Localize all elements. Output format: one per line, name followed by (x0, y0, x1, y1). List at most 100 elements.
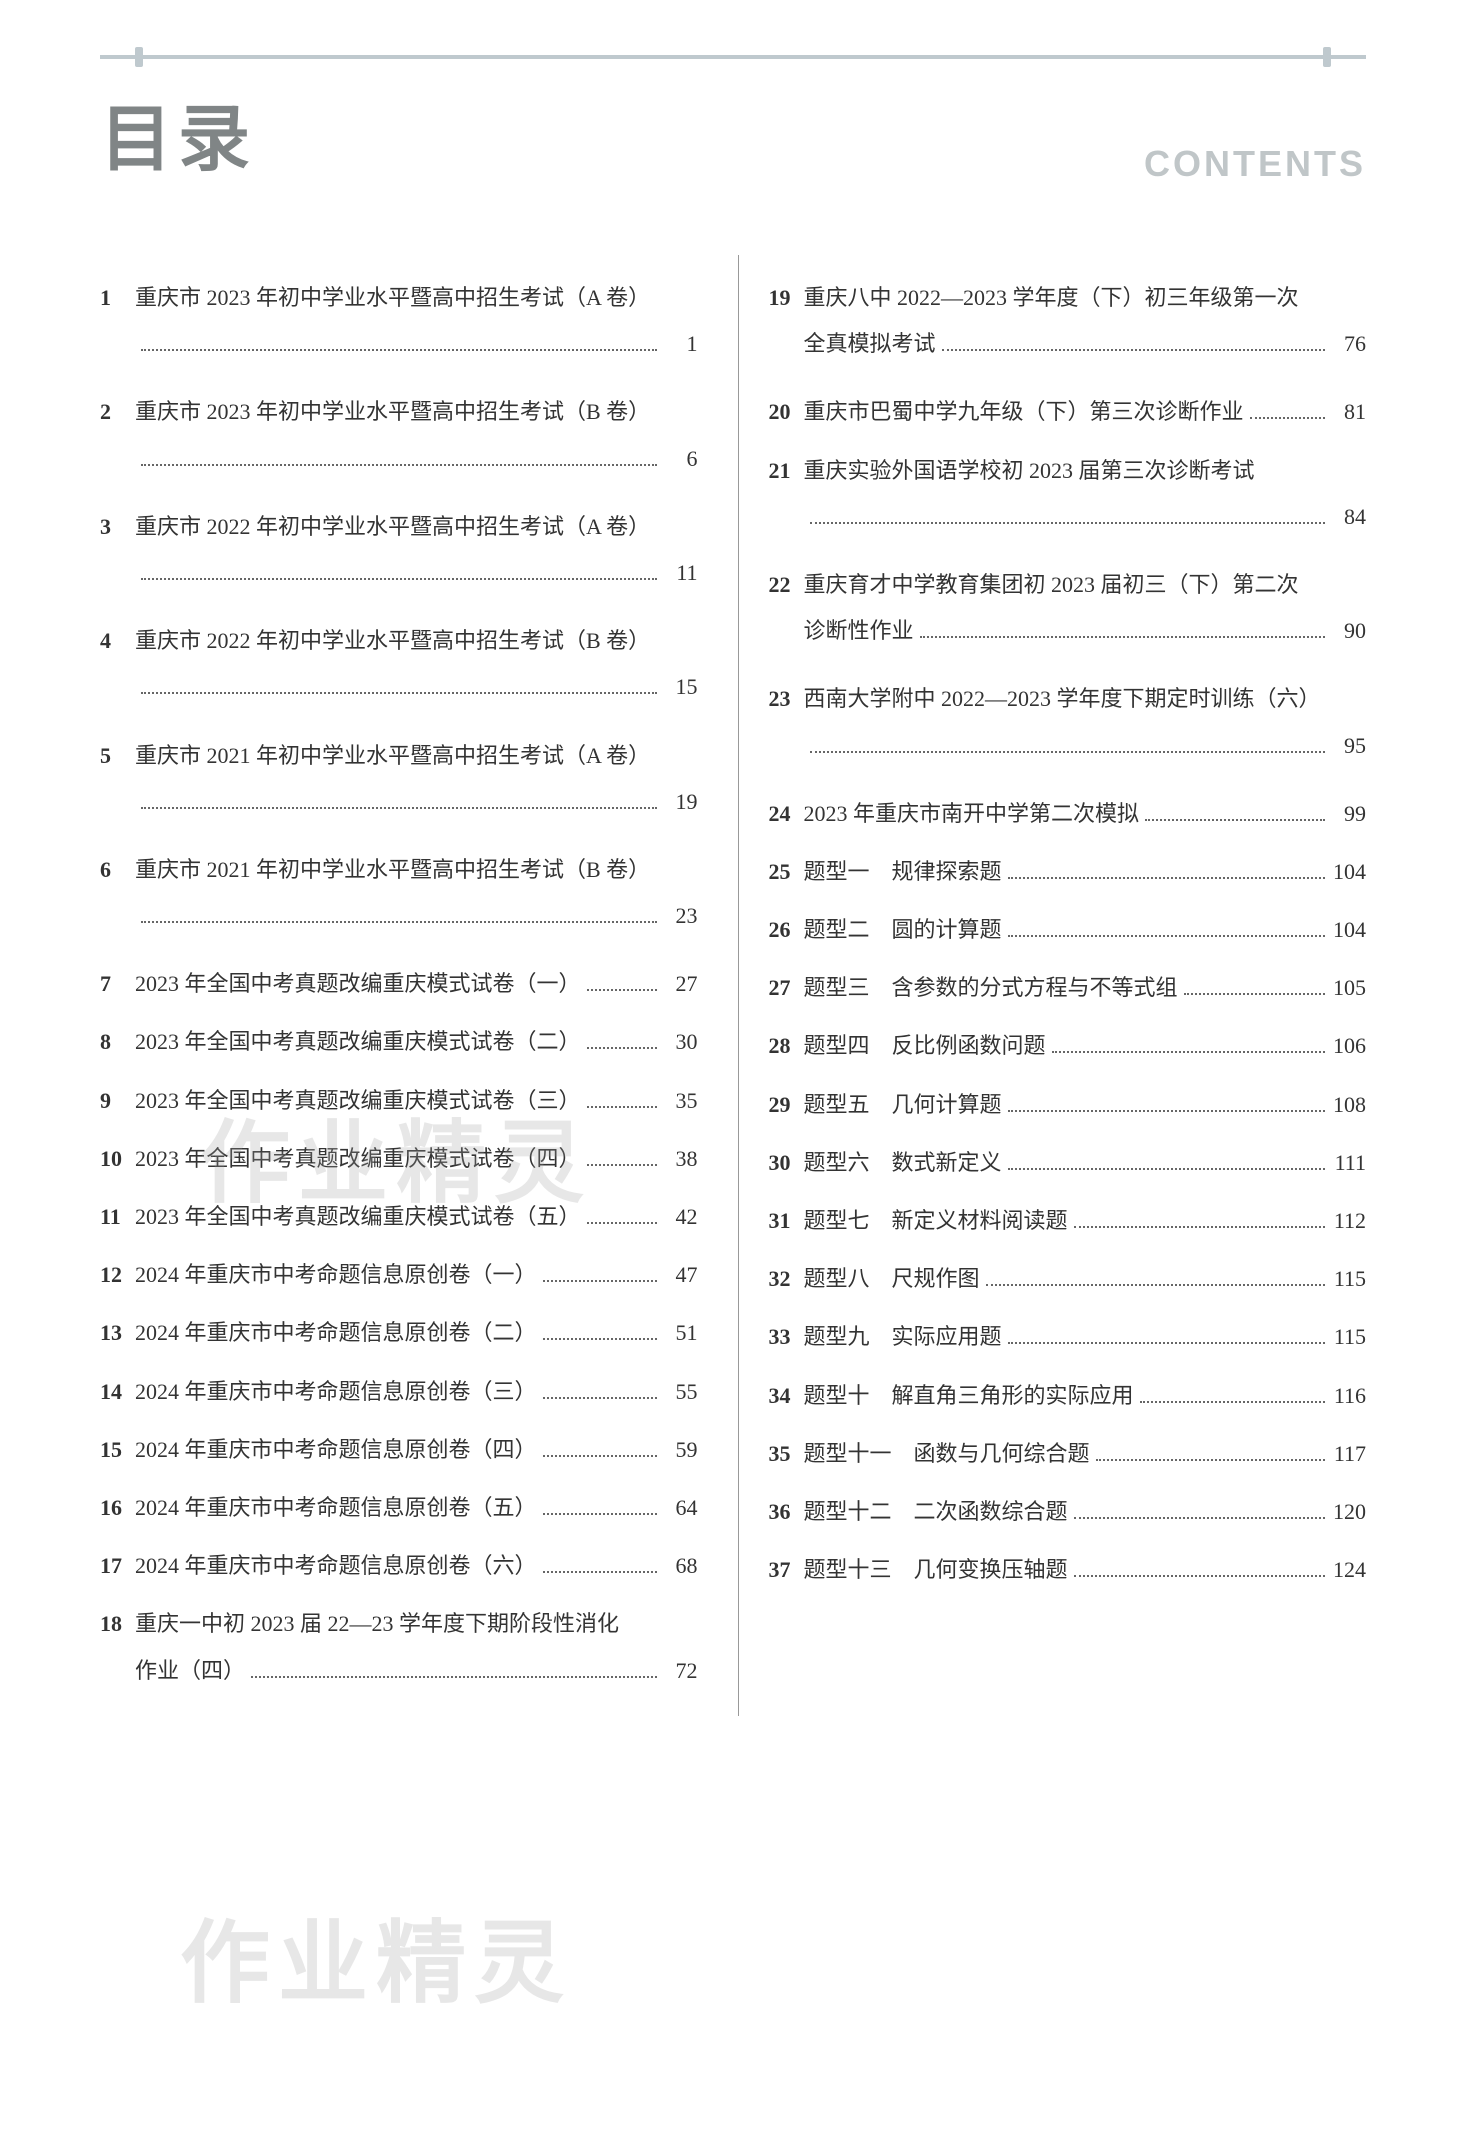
entry-title: 2023 年全国中考真题改编重庆模式试卷（三） (135, 1078, 581, 1124)
entry-title: 题型八 尺规作图 (804, 1256, 980, 1302)
entry-page-number: 55 (663, 1369, 698, 1415)
toc-entry: 6重庆市 2021 年初中学业水平暨高中招生考试（B 卷）23 (100, 847, 698, 939)
entry-body: 题型一 规律探索题 104 (804, 849, 1367, 895)
entry-title: 题型十三 几何变换压轴题 (804, 1547, 1068, 1593)
entry-leader-dots (1008, 935, 1325, 937)
entry-number: 22 (769, 562, 804, 608)
entry-number: 34 (769, 1373, 804, 1419)
entry-leader-dots (543, 1338, 657, 1340)
entry-title: 重庆市 2023 年初中学业水平暨高中招生考试（B 卷） (135, 389, 650, 435)
entry-title-line1: 重庆一中初 2023 届 22—23 学年度下期阶段性消化 (135, 1601, 619, 1647)
toc-entry: 1重庆市 2023 年初中学业水平暨高中招生考试（A 卷）1 (100, 275, 698, 367)
entry-page-number: 1 (663, 321, 698, 367)
entry-number: 4 (100, 618, 135, 664)
entry-leader-dots (543, 1455, 657, 1457)
entry-title: 2024 年重庆市中考命题信息原创卷（一） (135, 1252, 537, 1298)
toc-entry: 36题型十二 二次函数综合题120 (769, 1489, 1367, 1535)
entry-number: 10 (100, 1136, 135, 1182)
entry-number: 8 (100, 1019, 135, 1065)
entry-page-number: 116 (1331, 1373, 1366, 1419)
entry-number: 15 (100, 1427, 135, 1473)
entry-number: 21 (769, 448, 804, 494)
entry-title: 题型三 含参数的分式方程与不等式组 (804, 965, 1178, 1011)
entry-number: 11 (100, 1194, 135, 1240)
entry-page-number: 76 (1331, 321, 1366, 367)
toc-entry: 92023 年全国中考真题改编重庆模式试卷（三）35 (100, 1078, 698, 1124)
entry-leader-dots (1096, 1459, 1325, 1461)
entry-page-number: 104 (1331, 849, 1366, 895)
entry-title-line2: 作业（四） (135, 1648, 245, 1694)
entry-title: 2023 年全国中考真题改编重庆模式试卷（四） (135, 1136, 581, 1182)
entry-leader-dots (141, 578, 657, 580)
entry-number: 9 (100, 1078, 135, 1124)
toc-entry: 33题型九 实际应用题115 (769, 1314, 1367, 1360)
entry-page-number: 115 (1331, 1256, 1366, 1302)
entry-page-number: 19 (663, 779, 698, 825)
entry-title: 题型十二 二次函数综合题 (804, 1489, 1068, 1535)
entry-title: 重庆市 2023 年初中学业水平暨高中招生考试（A 卷） (135, 275, 650, 321)
entry-number: 17 (100, 1543, 135, 1589)
entry-title: 重庆市 2021 年初中学业水平暨高中招生考试（A 卷） (135, 733, 650, 779)
entry-leader-dots (1140, 1401, 1325, 1403)
entry-page-number: 106 (1331, 1023, 1366, 1069)
entry-page-number: 51 (663, 1310, 698, 1356)
entry-body: 2023 年全国中考真题改编重庆模式试卷（三）35 (135, 1078, 698, 1124)
entry-page-number: 68 (663, 1543, 698, 1589)
entry-number: 16 (100, 1485, 135, 1531)
entry-body: 重庆市 2022 年初中学业水平暨高中招生考试（A 卷）11 (135, 504, 698, 596)
entry-body: 题型十一 函数与几何综合题117 (804, 1431, 1367, 1477)
toc-entry: 35题型十一 函数与几何综合题117 (769, 1431, 1367, 1477)
entry-body: 重庆育才中学教育集团初 2023 届初三（下）第二次诊断性作业90 (804, 562, 1367, 654)
entry-number: 27 (769, 965, 804, 1011)
entry-body: 重庆实验外国语学校初 2023 届第三次诊断考试84 (804, 448, 1367, 540)
entry-body: 2023 年全国中考真题改编重庆模式试卷（二）30 (135, 1019, 698, 1065)
entry-title: 2024 年重庆市中考命题信息原创卷（二） (135, 1310, 537, 1356)
entry-leader-dots (1184, 993, 1325, 995)
entry-number: 33 (769, 1314, 804, 1360)
entry-page-number: 23 (663, 893, 698, 939)
entry-number: 30 (769, 1140, 804, 1186)
entry-body: 题型三 含参数的分式方程与不等式组105 (804, 965, 1367, 1011)
entry-body: 重庆一中初 2023 届 22—23 学年度下期阶段性消化作业（四）72 (135, 1601, 698, 1693)
entry-body: 2023 年全国中考真题改编重庆模式试卷（五）42 (135, 1194, 698, 1240)
entry-page-number: 64 (663, 1485, 698, 1531)
entry-number: 26 (769, 907, 804, 953)
entry-number: 32 (769, 1256, 804, 1302)
entry-title: 2024 年重庆市中考命题信息原创卷（五） (135, 1485, 537, 1531)
entry-title: 重庆市巴蜀中学九年级（下）第三次诊断作业 (804, 389, 1244, 435)
entry-body: 题型二 圆的计算题104 (804, 907, 1367, 953)
entry-title: 2024 年重庆市中考命题信息原创卷（六） (135, 1543, 537, 1589)
entry-leader-dots (543, 1571, 657, 1573)
entry-page-number: 108 (1331, 1082, 1366, 1128)
toc-entry: 27题型三 含参数的分式方程与不等式组105 (769, 965, 1367, 1011)
entry-title: 题型一 规律探索题 (804, 849, 1002, 895)
entry-title: 重庆市 2022 年初中学业水平暨高中招生考试（B 卷） (135, 618, 650, 664)
entry-leader-dots (1145, 819, 1325, 821)
entry-body: 2024 年重庆市中考命题信息原创卷（三）55 (135, 1369, 698, 1415)
entry-title: 题型四 反比例函数问题 (804, 1023, 1046, 1069)
entry-number: 7 (100, 961, 135, 1007)
entry-page-number: 115 (1331, 1314, 1366, 1360)
entry-number: 19 (769, 275, 804, 321)
entry-body: 2023 年全国中考真题改编重庆模式试卷（一）27 (135, 961, 698, 1007)
entry-number: 31 (769, 1198, 804, 1244)
entry-leader-dots (1008, 1342, 1325, 1344)
entry-page-number: 6 (663, 436, 698, 482)
entry-leader-dots (141, 807, 657, 809)
entry-leader-dots (942, 349, 1325, 351)
toc-entry: 22重庆育才中学教育集团初 2023 届初三（下）第二次诊断性作业90 (769, 562, 1367, 654)
entry-body: 重庆市 2021 年初中学业水平暨高中招生考试（A 卷） 19 (135, 733, 698, 825)
toc-entry: 19重庆八中 2022—2023 学年度（下）初三年级第一次全真模拟考试76 (769, 275, 1367, 367)
entry-page-number: 47 (663, 1252, 698, 1298)
toc-entry: 242023 年重庆市南开中学第二次模拟99 (769, 791, 1367, 837)
toc-entry: 172024 年重庆市中考命题信息原创卷（六） 68 (100, 1543, 698, 1589)
entry-leader-dots (1250, 417, 1325, 419)
toc-entry: 152024 年重庆市中考命题信息原创卷（四）59 (100, 1427, 698, 1473)
entry-leader-dots (543, 1513, 657, 1515)
entry-leader-dots (251, 1676, 656, 1678)
watermark: 作业精灵 (180, 1890, 572, 2020)
entry-leader-dots (920, 636, 1325, 638)
entry-body: 题型十 解直角三角形的实际应用116 (804, 1373, 1367, 1419)
entry-page-number: 38 (663, 1136, 698, 1182)
toc-entry: 18重庆一中初 2023 届 22—23 学年度下期阶段性消化作业（四）72 (100, 1601, 698, 1693)
